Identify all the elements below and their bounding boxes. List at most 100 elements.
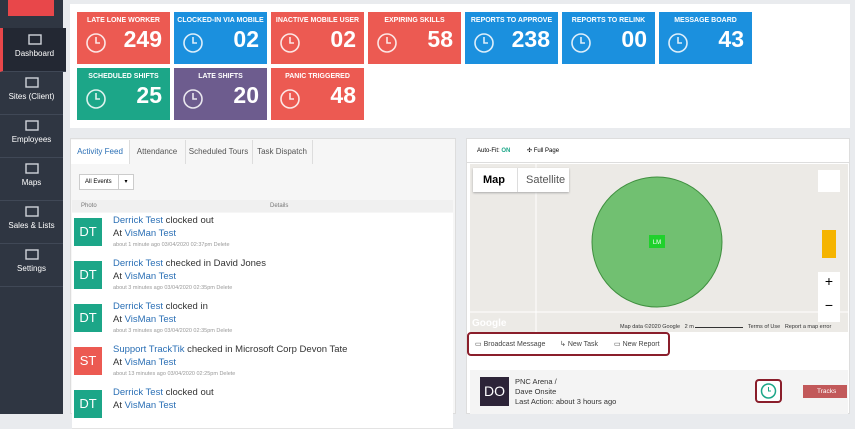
site-link[interactable]: VisMan Test [124,228,177,239]
site-link[interactable]: VisMan Test [124,271,177,282]
tile-value: 58 [427,26,453,52]
event-site: At VisMan Test [113,314,176,325]
tile-icon [377,33,397,53]
site-link[interactable]: VisMan Test [124,314,177,325]
nav-item[interactable]: Maps [0,157,63,201]
tile-label: INACTIVE MOBILE USER [275,17,360,24]
stat-tile[interactable]: SCHEDULED SHIFTS 25 [77,68,170,120]
tile-icon [474,33,494,53]
map-type-map[interactable]: Map [483,174,505,186]
card-line3: Last Action: about 3 hours ago [515,397,617,406]
clock-icon [760,383,777,399]
tile-icon [86,89,106,109]
employee-link[interactable]: Derrick Test [113,387,163,398]
at-label: At [113,400,122,411]
nav-item[interactable]: Sites (Client) [0,71,63,115]
tracks-btn[interactable]: Tracks [803,385,847,398]
autofit-label: Auto-Fit: [477,148,500,154]
stat-tile[interactable]: PANIC TRIGGERED 48 [271,68,364,120]
full-page[interactable]: ✣ Full Page [527,148,560,154]
event-meta: about 3 minutes ago 03/04/2020 02:35pm D… [113,328,232,334]
map-canvas: LM + − [470,164,848,332]
report-error[interactable]: Report a map error [784,324,832,330]
event-date: 03/04/2020 02:25pm [167,371,218,377]
stat-tile[interactable]: EXPIRING SKILLS 58 [368,12,461,64]
event-ago: about 3 minutes ago [113,285,163,291]
feed-row: ST Support TrackTik checked in Microsoft … [72,342,453,386]
header-details: Details [270,203,289,209]
stat-tile[interactable]: CLOCKED-IN VIA MOBILE 02 [174,12,267,64]
tab[interactable]: Task Dispatch [252,140,313,164]
event-meta: about 13 minutes ago 03/04/2020 02:25pm … [113,371,235,377]
event-action: checked in Microsoft Corp Devon Tate [187,344,348,355]
event-site: At VisMan Test [113,357,176,368]
site-link[interactable]: VisMan Test [124,357,177,368]
broadcast-btn[interactable]: ▭ Broadcast Message [475,341,546,348]
avatar: DT [74,304,102,332]
tab[interactable]: Activity Feed [71,140,130,164]
feed-row: DT Derrick Test clocked in At VisMan Test a… [72,299,453,343]
tile-label: REPORTS TO RELINK [571,17,646,24]
map-toolbar: Auto-Fit: ON ✣ Full Page [467,139,849,163]
terms[interactable]: Terms of Use [747,324,781,330]
map-type: Map Satellite [473,168,569,192]
clock-highlight[interactable] [755,379,782,403]
tile-label: REPORTS TO APPROVE [470,17,553,24]
nav-label: Settings [17,264,46,273]
tile-value: 20 [233,82,259,108]
nav-item[interactable]: Settings [0,243,63,287]
nav-icon [24,163,39,174]
employee-link[interactable]: Derrick Test [113,301,163,312]
action-highlight [467,332,670,356]
map-type-satellite[interactable]: Satellite [517,168,565,192]
fullscreen-btn[interactable] [818,170,840,192]
event-meta: about 1 minute ago 03/04/2020 02:37pm De… [113,242,230,248]
zoom-controls[interactable] [818,272,840,322]
pegman[interactable] [822,230,836,258]
nav-item[interactable]: Dashboard [0,28,66,72]
event-title: Support TrackTik checked in Microsoft Co… [113,344,347,355]
stat-tile[interactable]: REPORTS TO APPROVE 238 [465,12,558,64]
scale: 2 m [684,324,694,330]
new-report-btn[interactable]: ▭ New Report [614,341,660,348]
autofit-state: ON [501,148,511,154]
stat-tile[interactable]: LATE SHIFTS 20 [174,68,267,120]
nav-icon [24,249,39,260]
nav-icon [24,206,39,217]
employee-link[interactable]: Derrick Test [113,215,163,226]
delete-link[interactable]: Delete [216,285,233,291]
stat-tile[interactable]: INACTIVE MOBILE USER 02 [271,12,364,64]
tile-value: 02 [330,26,356,52]
delete-link[interactable]: Delete [216,328,233,334]
tile-label: PANIC TRIGGERED [285,73,350,80]
stat-tile[interactable]: MESSAGE BOARD 43 [659,12,752,64]
site-link[interactable]: VisMan Test [124,400,177,411]
avatar: DT [74,218,102,246]
card-line1: PNC Arena / [515,377,557,386]
employee-link[interactable]: Derrick Test [113,258,163,269]
filter-select[interactable]: All Events ▾ [79,174,134,190]
logo [8,0,54,16]
zoom-out[interactable]: − [825,297,833,313]
tile-value: 00 [621,26,647,52]
tile-value: 249 [123,26,162,52]
marker[interactable] [649,235,665,248]
nav-item[interactable]: Employees [0,114,63,158]
delete-link[interactable]: Delete [213,242,230,248]
tab[interactable]: Scheduled Tours [185,140,253,164]
nav-item[interactable]: Sales & Lists [0,200,63,244]
at-label: At [113,271,122,282]
nav-icon [24,77,39,88]
employee-link[interactable]: Support TrackTik [113,344,185,355]
zoom-in[interactable]: + [825,273,833,289]
delete-link[interactable]: Delete [219,371,236,377]
tile-value: 43 [718,26,744,52]
tile-label: LATE LONE WORKER [87,17,160,24]
stat-tile[interactable]: LATE LONE WORKER 249 [77,12,170,64]
tab[interactable]: Attendance [129,140,186,164]
tile-value: 25 [136,82,162,108]
nav-label: Sites (Client) [8,92,55,101]
stat-tile[interactable]: REPORTS TO RELINK 00 [562,12,655,64]
autofit[interactable]: Auto-Fit: ON [477,139,510,163]
new-task-btn[interactable]: ↳ New Task [560,341,599,348]
